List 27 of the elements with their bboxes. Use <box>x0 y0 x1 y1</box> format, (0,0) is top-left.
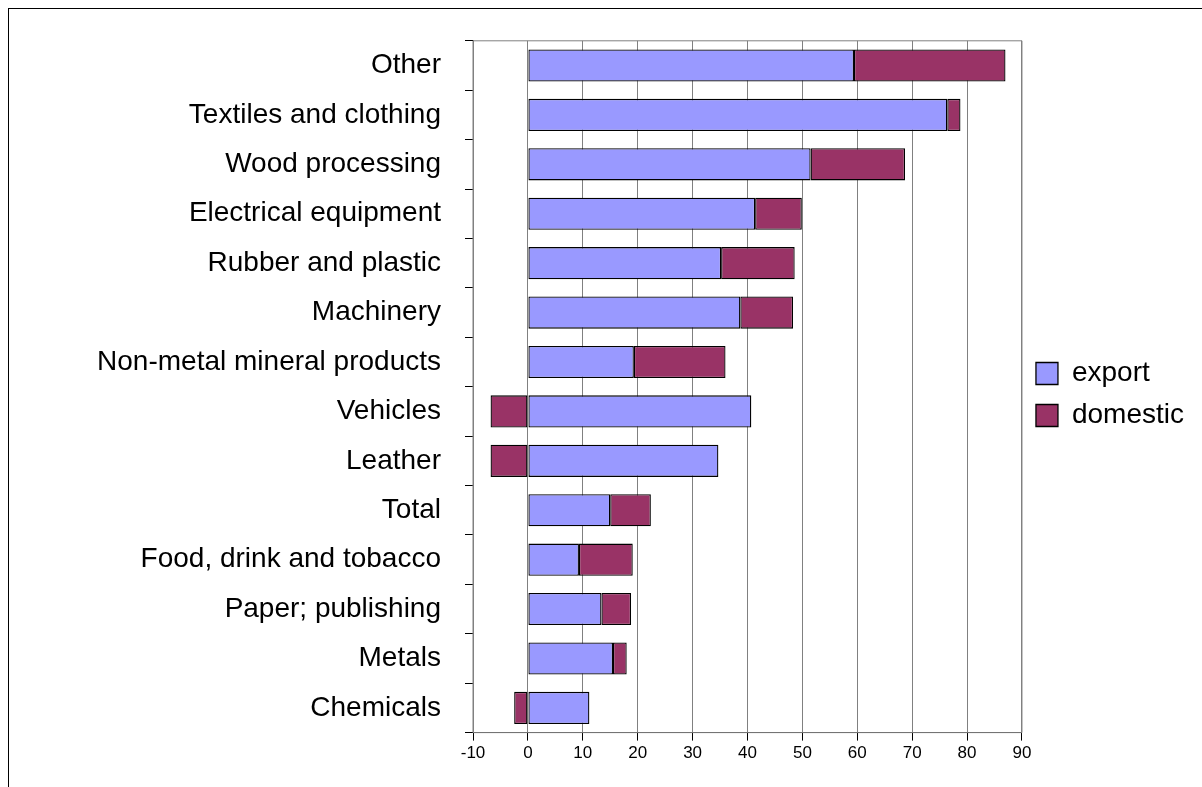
y-tick-label: Total <box>381 492 441 524</box>
x-tick-label: 80 <box>957 743 977 763</box>
y-tick-label: Textiles and clothing <box>188 97 441 129</box>
y-tick-label: Chemicals <box>310 690 441 722</box>
x-tick-label: 40 <box>738 743 757 763</box>
y-tick-label: Leather <box>346 443 441 475</box>
y-tick-label: Electrical equipment <box>188 196 442 228</box>
y-tick-label: Food, drink and tobacco <box>140 542 441 574</box>
x-tick-label: 90 <box>1012 743 1032 763</box>
legend-label: domestic <box>1071 398 1185 430</box>
y-tick-label: Metals <box>358 641 441 673</box>
x-tick-label: 70 <box>902 743 922 763</box>
x-tick-label: 0 <box>523 743 533 763</box>
legend-label: export <box>1071 356 1150 388</box>
x-tick-label: 30 <box>683 743 703 763</box>
y-tick-label: Other <box>370 48 441 80</box>
y-tick-label: Non-metal mineral products <box>97 344 441 376</box>
y-tick-label: Vehicles <box>336 394 441 426</box>
y-tick-label: Paper; publishing <box>224 591 441 623</box>
x-tick-label: -10 <box>460 743 486 763</box>
y-tick-label: Rubber and plastic <box>207 245 441 277</box>
x-tick-label: 20 <box>628 743 648 763</box>
y-tick-label: Machinery <box>311 295 441 327</box>
x-tick-label: 10 <box>573 743 593 763</box>
y-tick-label: Wood processing <box>225 147 441 179</box>
x-tick-label: 60 <box>847 743 867 763</box>
x-tick-label: 50 <box>792 743 812 763</box>
